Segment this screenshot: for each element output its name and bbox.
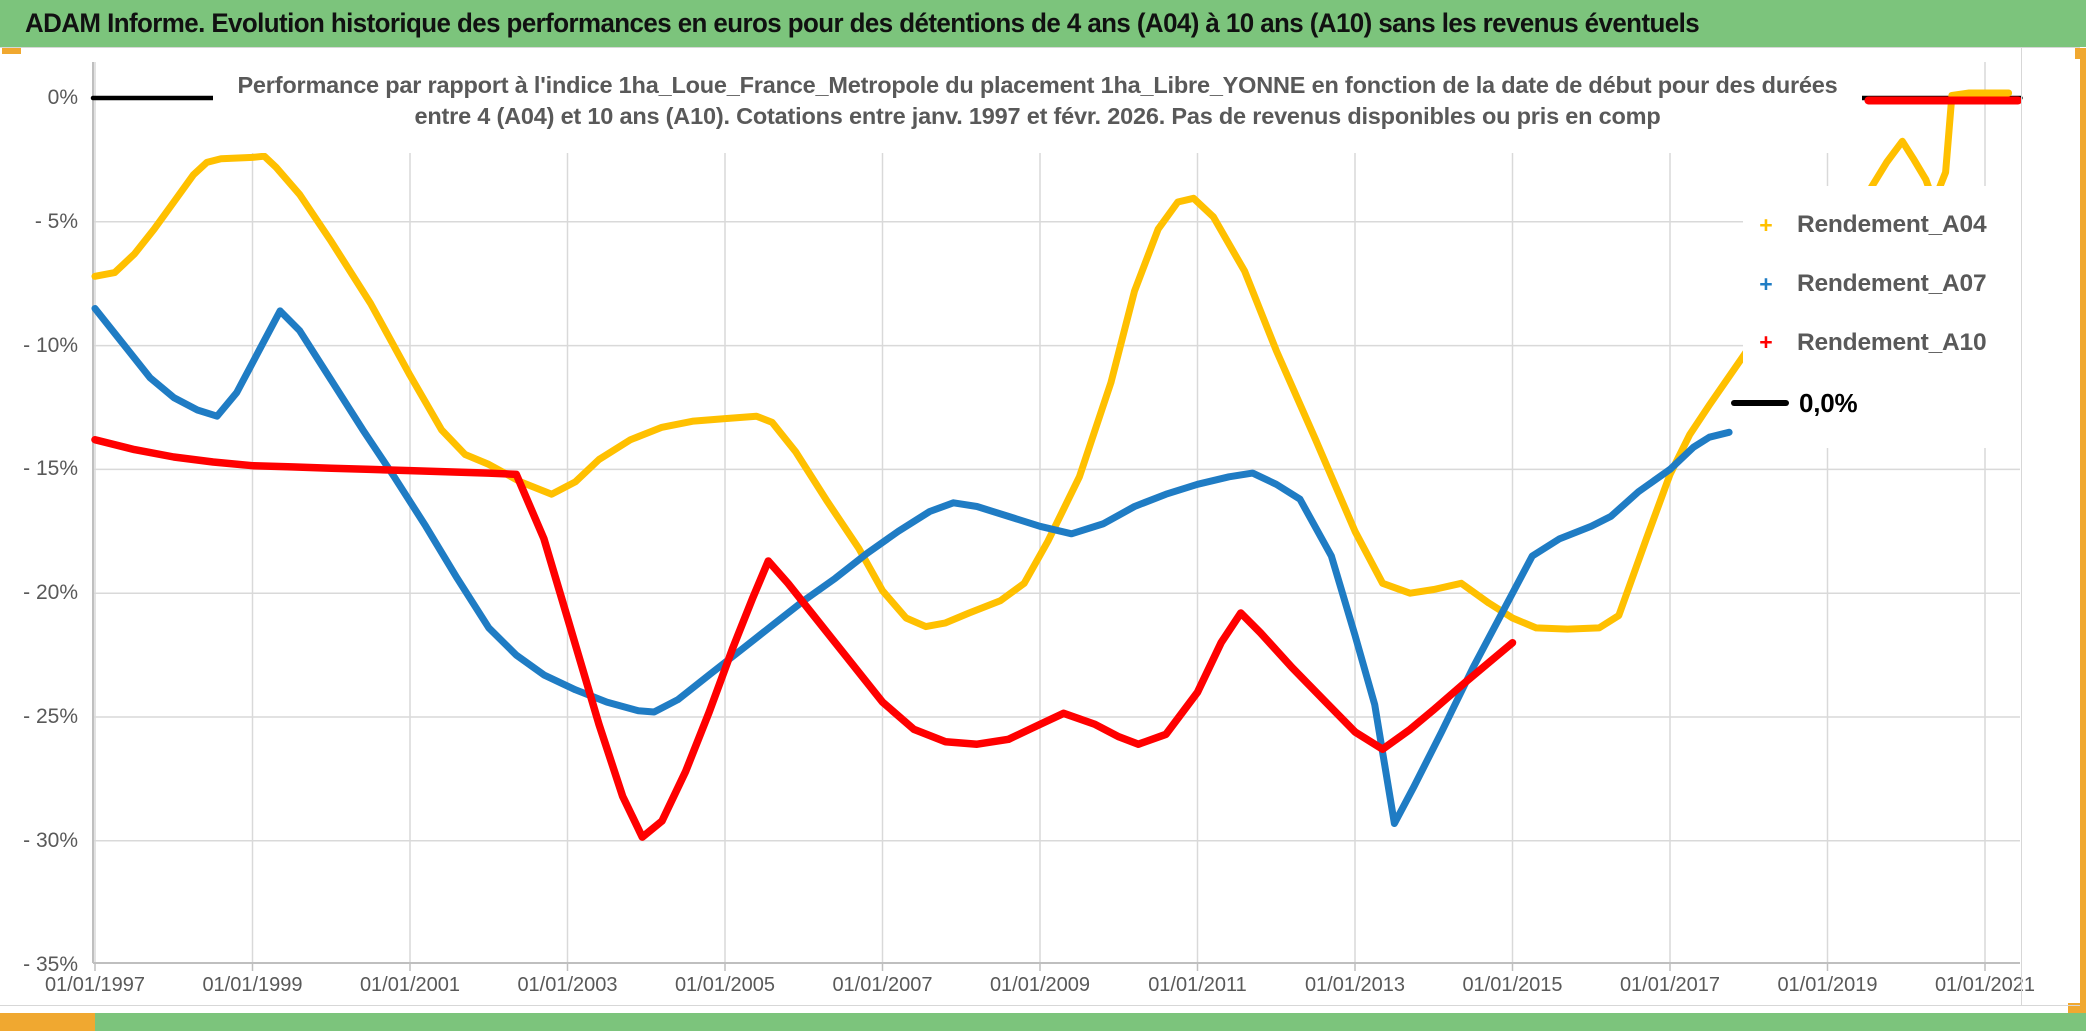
y-axis-tick-label: - 10% bbox=[23, 333, 78, 357]
legend-item-label: Rendement_A10 bbox=[1797, 328, 1987, 356]
chart-border-top bbox=[0, 47, 2080, 48]
legend-item-rendement-a10[interactable]: + Rendement_A10 bbox=[1751, 329, 2021, 357]
x-axis-tick-label: 01/01/2001 bbox=[359, 974, 461, 996]
x-axis-tick-label: 01/01/2007 bbox=[832, 974, 933, 996]
x-axis-tick-label: 01/01/2005 bbox=[674, 974, 776, 996]
plus-marker-icon: + bbox=[1759, 329, 1773, 356]
series-rendement_a10-line[interactable] bbox=[91, 435, 1517, 841]
page-title: ADAM Informe. Evolution historique des p… bbox=[25, 8, 1700, 38]
x-axis-tick-label: 01/01/1997 bbox=[44, 974, 146, 996]
y-axis-tick-label: - 15% bbox=[23, 457, 78, 481]
y-axis-tick-label: 0% bbox=[47, 86, 78, 109]
x-axis-tick-label: 01/01/1999 bbox=[202, 974, 303, 996]
legend-item-zero-line[interactable]: 0,0% bbox=[1731, 387, 2021, 419]
orange-right-edge-strip bbox=[2080, 48, 2086, 1031]
header-bar: ADAM Informe. Evolution historique des p… bbox=[0, 0, 2086, 47]
series-rendement_a04-line[interactable] bbox=[91, 89, 2013, 633]
chart-border-bottom bbox=[0, 1005, 2080, 1006]
chart-title-line1: Performance par rapport à l'indice 1ha_L… bbox=[237, 72, 1838, 98]
chart-title-line2: entre 4 (A04) et 10 ans (A10). Cotations… bbox=[414, 103, 1661, 129]
y-axis-tick-label: - 25% bbox=[23, 705, 78, 728]
y-axis-tick-label: - 20% bbox=[23, 581, 78, 605]
x-axis-tick-label: 01/01/2011 bbox=[1148, 974, 1247, 996]
series-rendement_a07-line[interactable] bbox=[91, 305, 1733, 827]
zero-line-swatch bbox=[1731, 400, 1789, 407]
y-axis-tick-label: - 35% bbox=[23, 952, 78, 976]
y-axis-tick-label: - 5% bbox=[34, 209, 78, 233]
legend-item-rendement-a04[interactable]: + Rendement_A04 bbox=[1751, 211, 2021, 239]
x-axis-tick-label: 01/01/2009 bbox=[989, 974, 1091, 996]
orange-corner-chip bbox=[2, 48, 21, 54]
plus-marker-icon: + bbox=[1759, 211, 1773, 238]
legend-item-rendement-a07[interactable]: + Rendement_A07 bbox=[1751, 270, 2021, 298]
x-axis-tick-label: 01/01/2019 bbox=[1777, 974, 1878, 996]
orange-corner-chip bbox=[2075, 48, 2086, 59]
x-axis-tick-label: 01/01/2003 bbox=[517, 974, 618, 996]
chart-border-right bbox=[2021, 47, 2022, 1005]
x-axis-tick-label: 01/01/2015 bbox=[1462, 974, 1563, 996]
legend-item-label: 0,0% bbox=[1799, 387, 1858, 418]
footer-accent-orange bbox=[0, 1013, 95, 1031]
legend-item-label: Rendement_A04 bbox=[1797, 211, 1987, 239]
chart-legend[interactable]: + Rendement_A04 + Rendement_A07 + Rendem… bbox=[1731, 186, 2021, 448]
x-axis-tick-label: 01/01/2013 bbox=[1304, 974, 1406, 996]
footer-bar bbox=[0, 1013, 2086, 1031]
x-axis-tick-label: 01/01/2017 bbox=[1619, 974, 1721, 996]
legend-item-label: Rendement_A07 bbox=[1797, 270, 1987, 298]
chart-title: Performance par rapport à l'indice 1ha_L… bbox=[213, 56, 1862, 153]
plus-marker-icon: + bbox=[1759, 270, 1773, 297]
x-axis-tick-label: 01/01/2021 bbox=[1934, 974, 2036, 996]
y-axis-tick-label: - 30% bbox=[23, 828, 78, 852]
